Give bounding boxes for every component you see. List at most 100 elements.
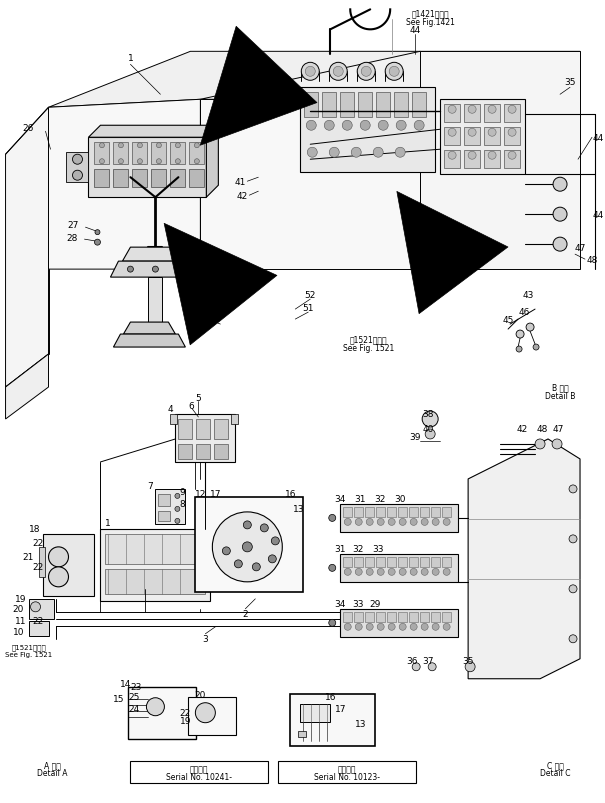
Circle shape [329,148,339,158]
Bar [409,557,418,567]
Polygon shape [114,335,185,348]
Circle shape [373,148,383,158]
Circle shape [260,524,268,532]
Bar [420,612,429,622]
Bar [387,557,396,567]
Bar [420,507,429,517]
Bar [376,557,385,567]
Text: 47: 47 [552,425,564,434]
Text: 26: 26 [23,124,34,132]
Bar [484,151,500,169]
Text: Detail A: Detail A [38,768,68,777]
Circle shape [94,240,100,246]
Text: 33: 33 [353,600,364,609]
Text: 19: 19 [15,594,26,604]
Circle shape [95,230,100,235]
Bar [159,512,171,521]
Circle shape [366,623,373,630]
Circle shape [399,519,406,526]
Circle shape [355,623,362,630]
Bar [442,507,451,517]
Circle shape [175,494,180,499]
Bar [442,612,451,622]
Text: Serial No. 10123-: Serial No. 10123- [314,772,380,781]
Circle shape [468,152,476,160]
Polygon shape [88,126,218,138]
Bar [355,557,363,567]
Bar [504,128,520,146]
Circle shape [468,106,476,114]
Polygon shape [111,262,200,278]
Circle shape [414,121,424,131]
Circle shape [306,67,315,77]
Circle shape [271,537,280,545]
Text: 42: 42 [517,425,528,434]
Circle shape [137,160,142,165]
Circle shape [234,560,243,569]
Bar [409,612,418,622]
Circle shape [223,547,231,555]
Circle shape [195,703,215,723]
Text: 適用号機: 適用号機 [190,764,209,773]
Bar [398,557,407,567]
Bar [431,612,440,622]
Circle shape [432,569,439,576]
Circle shape [569,635,577,643]
Polygon shape [48,100,200,270]
Text: 31: 31 [335,544,346,554]
Text: 16: 16 [284,490,296,499]
Text: 37: 37 [422,656,434,666]
Bar [175,414,235,463]
Bar [464,105,480,123]
Text: 31: 31 [355,495,366,503]
Circle shape [396,121,406,131]
Polygon shape [122,248,188,262]
Circle shape [533,344,539,351]
Bar [398,612,407,622]
Circle shape [569,536,577,543]
Bar [151,170,166,188]
Bar [189,143,204,165]
Circle shape [243,542,252,552]
Bar [387,612,396,622]
Circle shape [128,267,134,273]
Circle shape [175,519,180,524]
Bar [28,621,48,636]
Bar [114,143,128,165]
Text: 24: 24 [129,704,140,713]
Circle shape [175,144,180,149]
Circle shape [389,67,399,77]
Text: 38: 38 [422,410,434,419]
Text: 29: 29 [370,600,381,609]
Circle shape [569,485,577,493]
Bar [128,687,197,739]
Circle shape [553,178,567,192]
Text: Detail B: Detail B [545,391,575,400]
Bar [444,151,460,169]
Circle shape [73,171,82,181]
Bar [94,170,110,188]
Circle shape [99,160,105,165]
Circle shape [344,623,352,630]
Bar [555,181,563,189]
Circle shape [553,208,567,222]
Bar [504,105,520,123]
Bar [151,143,166,165]
Text: 48: 48 [586,255,598,264]
Polygon shape [200,52,580,100]
Circle shape [99,144,105,149]
Bar [39,547,45,577]
Circle shape [194,144,200,149]
Bar [387,507,396,517]
Polygon shape [206,126,218,198]
Bar [343,612,352,622]
Polygon shape [67,153,88,183]
Text: 5: 5 [195,393,201,402]
Bar [148,278,162,323]
Circle shape [421,569,428,576]
Bar [412,93,426,118]
Text: 10: 10 [13,627,24,637]
Circle shape [448,129,456,137]
Bar [159,495,171,506]
Circle shape [212,512,283,582]
